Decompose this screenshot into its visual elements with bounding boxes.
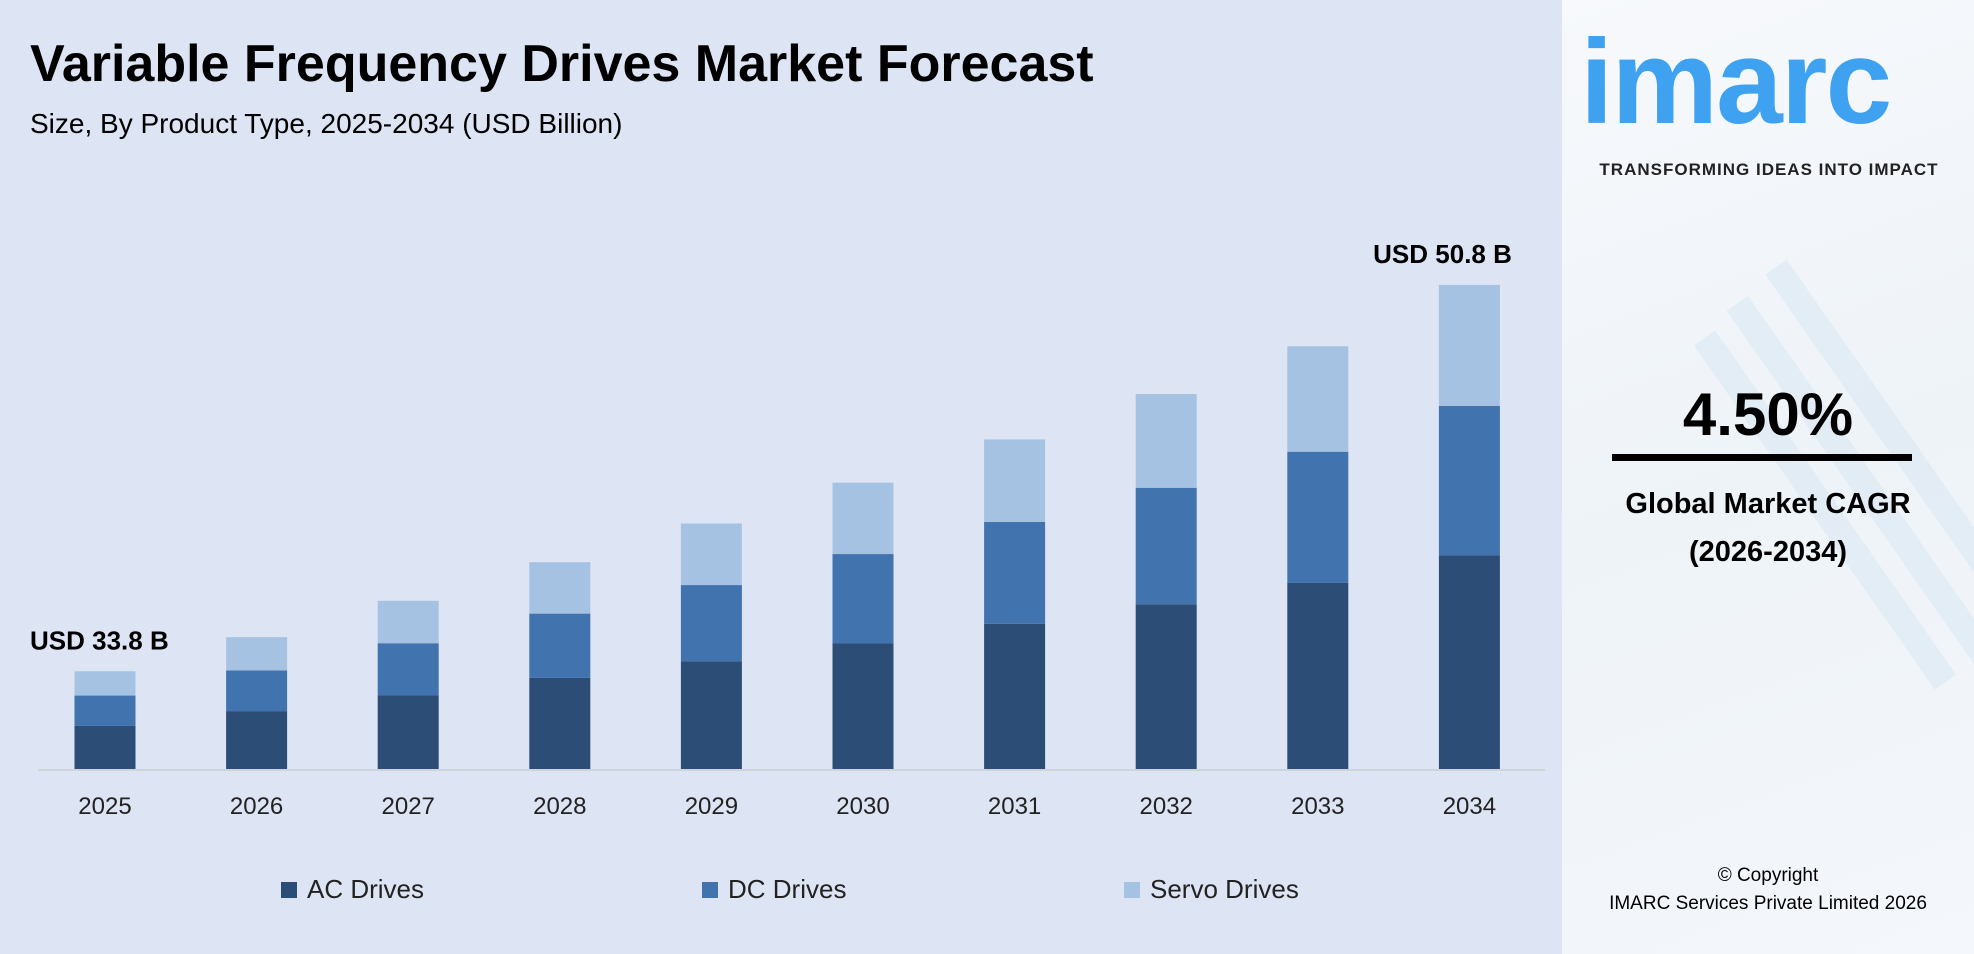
legend: AC Drives DC Drives Servo Drives [0,874,1560,910]
x-tick-label: 2025 [78,793,131,820]
bar-2033-servo-drives [1287,346,1349,452]
bar-2031-servo-drives [984,439,1046,522]
cagr-value: 4.50% [1682,381,1854,448]
legend-label: DC Drives [728,874,847,904]
bar-2031-ac-drives [984,623,1046,769]
copyright-block: © Copyright IMARC Services Private Limit… [1562,862,1974,918]
x-tick-label: 2028 [533,793,586,820]
bar-2027-ac-drives [377,695,439,769]
bar-2025-dc-drives [74,695,136,726]
cagr-divider [1612,454,1912,461]
bar-2029-ac-drives [680,661,742,769]
x-tick-label: 2030 [836,793,889,820]
tagline: TRANSFORMING IDEAS INTO IMPACT [1599,160,1939,179]
bar-2025-ac-drives [74,725,136,769]
total-value-label: USD 33.8 B [30,625,169,655]
bar-2034-dc-drives [1438,405,1500,556]
bar-2030-dc-drives [832,554,894,644]
bar-2032-dc-drives [1135,487,1197,605]
legend-label: AC Drives [307,874,425,904]
cagr-period: (2026-2034) [1689,536,1847,568]
bar-2029-servo-drives [680,523,742,586]
total-value-label: USD 50.8 B [1373,239,1512,269]
bar-2033-dc-drives [1287,451,1349,583]
legend-swatch [1124,881,1140,898]
bar-2028-servo-drives [529,562,591,614]
x-tick-label: 2029 [685,793,738,820]
x-tick-label: 2026 [230,793,283,820]
bar-2026-dc-drives [226,670,288,712]
bar-2032-ac-drives [1135,604,1197,769]
stacked-bar-chart: 2025 USD 33.8 B 2026 2027 2028 2029 2030 2031 20… [30,239,1545,820]
x-tick-label: 2034 [1443,793,1496,820]
x-tick-label: 2032 [1140,793,1193,820]
chart-subtitle: Size, By Product Type, 2025-2034 (USD Bi… [30,108,623,139]
bar-2026-servo-drives [226,637,288,671]
legend-item-ac-drives: AC Drives [281,874,424,905]
bar-2033-ac-drives [1287,582,1349,769]
copyright: © Copyright [1717,865,1819,886]
bar-2027-dc-drives [377,643,439,696]
bar-2025-servo-drives [74,671,136,696]
legend-item-servo-drives: Servo Drives [1124,874,1299,905]
bar-2034-ac-drives [1438,555,1500,769]
x-tick-label: 2027 [382,793,435,820]
imarc-logo: imarc [1580,15,1892,149]
bar-2032-servo-drives [1135,394,1197,488]
x-tick-label: 2033 [1291,793,1344,820]
x-tick-label: 2031 [988,793,1041,820]
bar-2030-ac-drives [832,643,894,769]
company-name: IMARC Services Private Limited 2026 [1609,893,1927,914]
legend-label: Servo Drives [1150,874,1299,904]
bar-2030-servo-drives [832,482,894,555]
legend-swatch [281,881,297,898]
cagr-label-block: Global Market CAGR (2026-2034) [1562,480,1974,576]
chart-title: Variable Frequency Drives Market Forecas… [30,35,1094,93]
chart-panel: Variable Frequency Drives Market Forecas… [0,0,1562,954]
bar-2027-servo-drives [377,600,439,644]
bar-2034-servo-drives [1438,284,1500,406]
bar-2028-dc-drives [529,613,591,678]
bar-2029-dc-drives [680,585,742,662]
bar-2031-dc-drives [984,521,1046,624]
legend-item-dc-drives: DC Drives [702,874,846,905]
sidebar: imarc TRANSFORMING IDEAS INTO IMPACT 4.5… [1562,0,1974,954]
legend-swatch [702,881,718,898]
cagr-label: Global Market CAGR [1625,488,1911,520]
bar-2028-ac-drives [529,677,591,769]
bar-2026-ac-drives [226,711,288,769]
